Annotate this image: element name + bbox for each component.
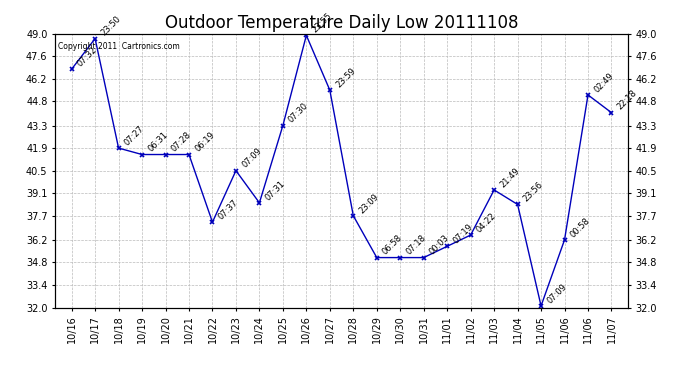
Text: 23:55: 23:55	[310, 11, 334, 34]
Text: 07:37: 07:37	[217, 198, 240, 221]
Text: Copyright 2011  Cartronics.com: Copyright 2011 Cartronics.com	[58, 42, 180, 51]
Text: 07:18: 07:18	[404, 234, 428, 257]
Text: 02:49: 02:49	[592, 71, 615, 94]
Text: 23:59: 23:59	[334, 66, 357, 89]
Text: 00:58: 00:58	[569, 216, 592, 239]
Text: 04:22: 04:22	[475, 211, 498, 234]
Text: 07:27: 07:27	[123, 124, 146, 147]
Text: 07:09: 07:09	[240, 147, 264, 170]
Text: 07:09: 07:09	[545, 282, 569, 305]
Text: 07:32: 07:32	[76, 45, 99, 68]
Text: 06:19: 06:19	[193, 130, 217, 154]
Text: 06:58: 06:58	[381, 234, 404, 257]
Text: 06:31: 06:31	[146, 130, 170, 154]
Text: 00:03: 00:03	[428, 234, 451, 257]
Title: Outdoor Temperature Daily Low 20111108: Outdoor Temperature Daily Low 20111108	[165, 14, 518, 32]
Text: 23:56: 23:56	[522, 180, 545, 204]
Text: 07:19: 07:19	[451, 222, 475, 246]
Text: 21:49: 21:49	[498, 166, 522, 189]
Text: 23:50: 23:50	[99, 15, 123, 38]
Text: 07:30: 07:30	[287, 101, 310, 125]
Text: 23:09: 23:09	[357, 192, 381, 215]
Text: 07:31: 07:31	[264, 179, 287, 202]
Text: 22:18: 22:18	[615, 88, 639, 112]
Text: 07:28: 07:28	[170, 130, 193, 154]
